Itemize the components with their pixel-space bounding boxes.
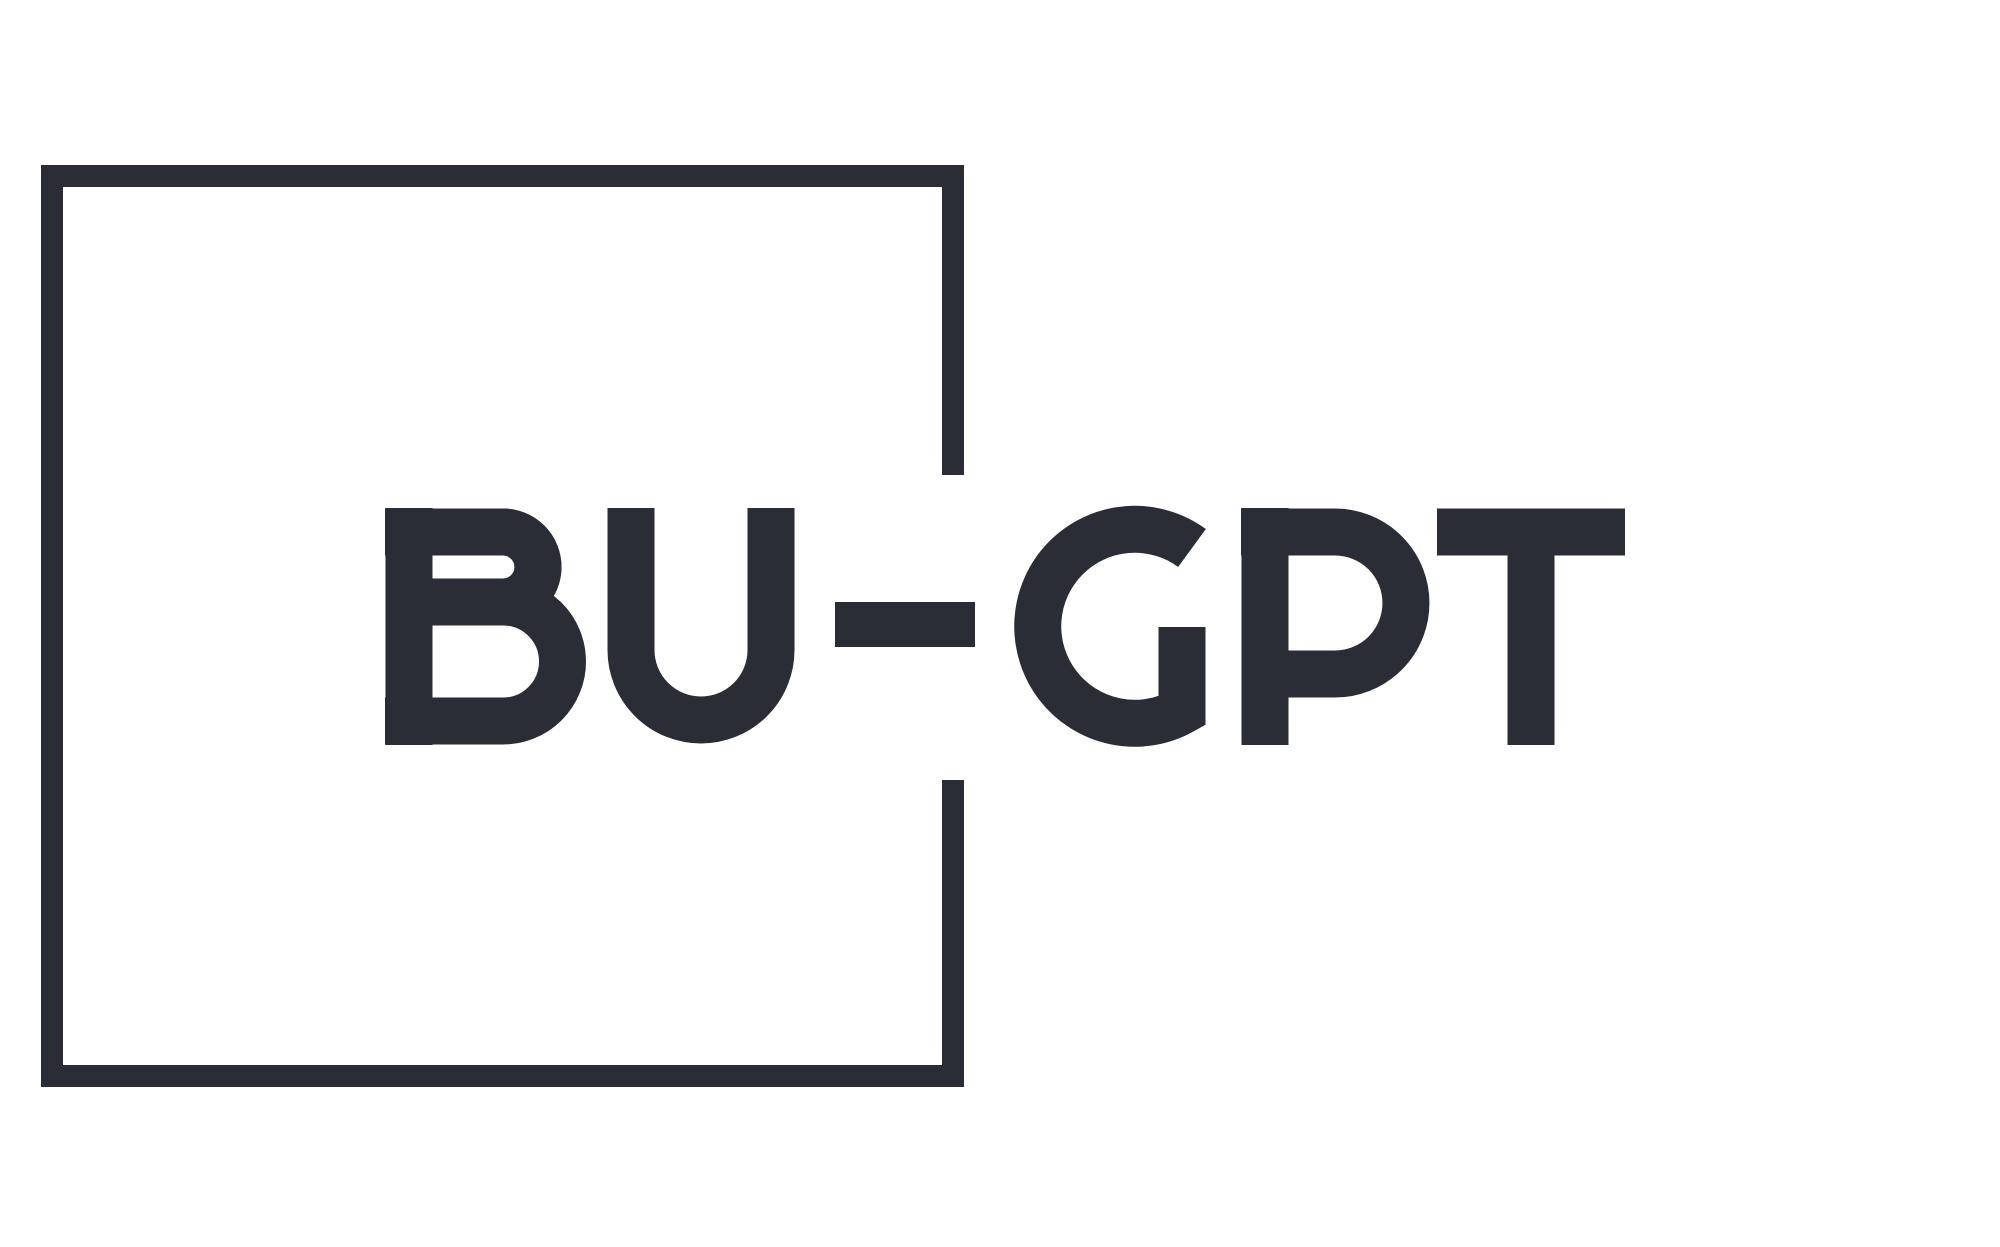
letter-hyphen [835, 602, 975, 647]
letter-u [607, 508, 795, 744]
letter-t [1437, 508, 1625, 745]
letter-b [385, 508, 586, 745]
bracket-frame [41, 165, 964, 1087]
letter-g [1014, 505, 1206, 747]
letter-p [1241, 508, 1430, 745]
